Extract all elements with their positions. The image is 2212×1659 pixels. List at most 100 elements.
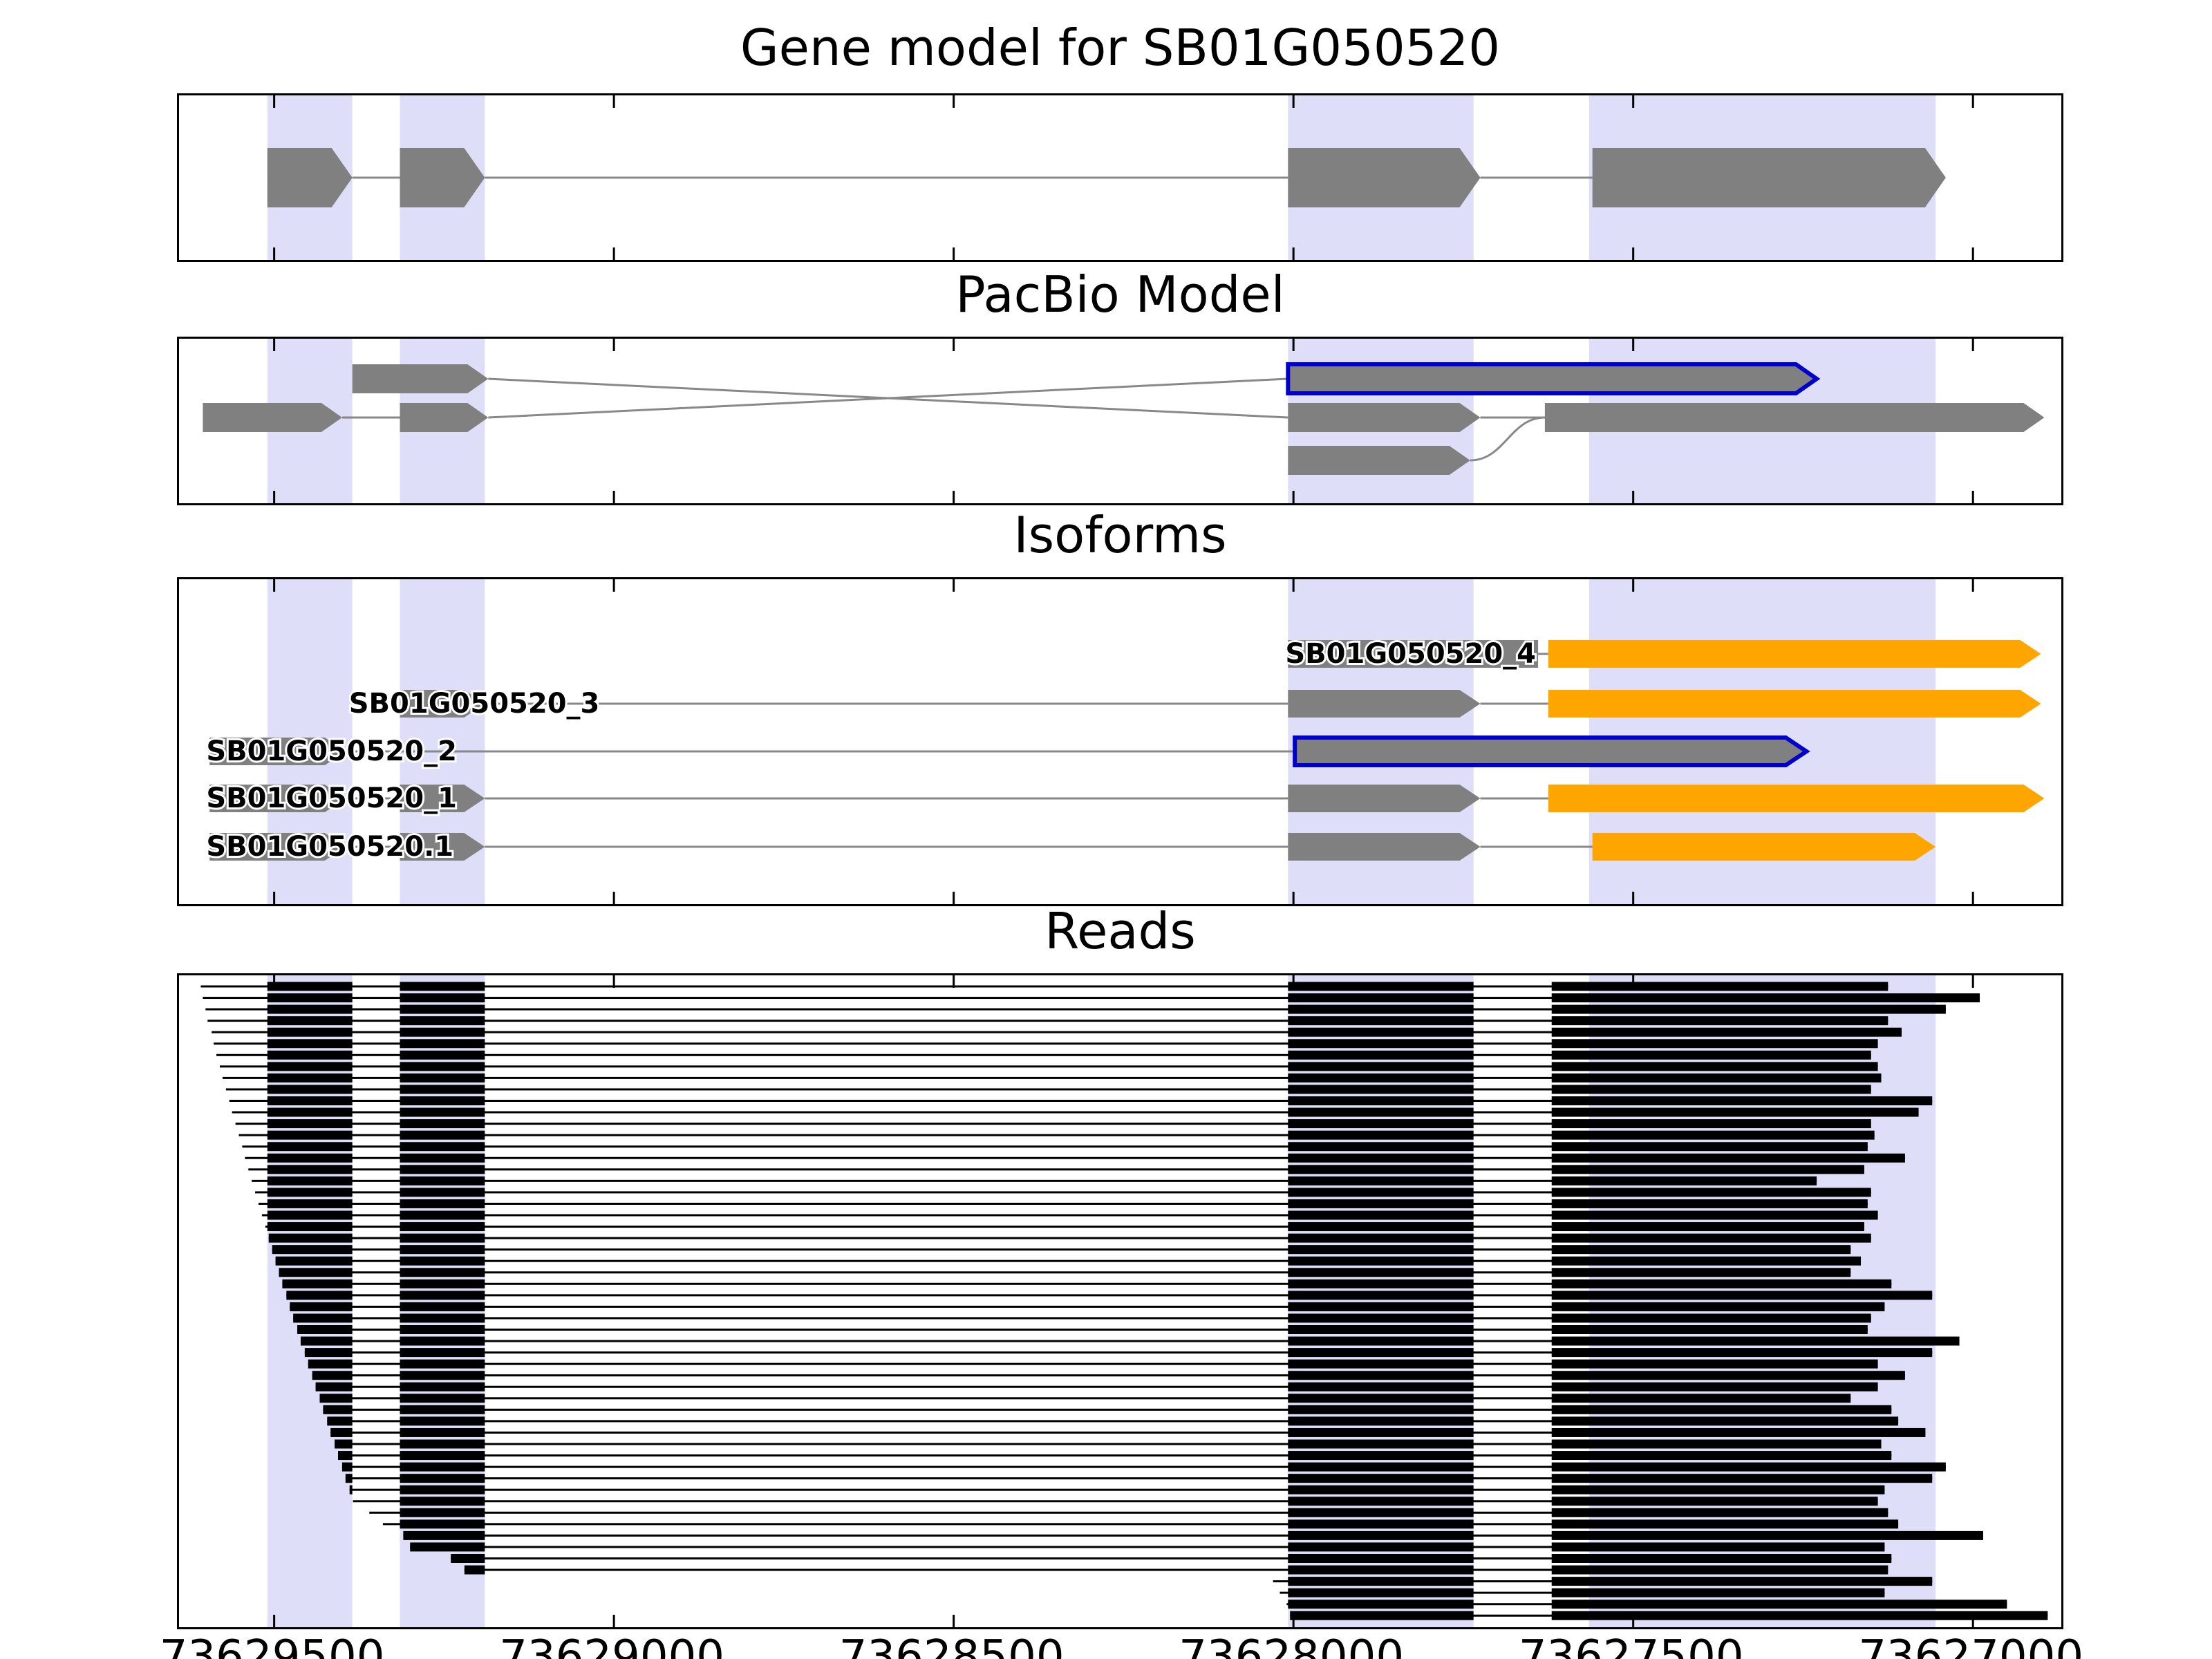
read-exon-block	[1288, 1519, 1474, 1529]
read-exon-block	[1551, 1085, 1871, 1094]
read-exon-block	[1288, 1050, 1474, 1060]
read-exon-block	[1551, 1474, 1933, 1483]
read-line	[345, 1477, 1933, 1480]
read-exon-block	[1288, 1256, 1474, 1266]
read-exon-block	[1551, 1279, 1892, 1288]
read-exon-block	[1551, 1577, 1933, 1586]
read-exon-block	[1288, 1199, 1474, 1208]
read-line	[308, 1362, 1878, 1365]
read-exon-block	[400, 1062, 485, 1071]
read-line	[382, 1523, 1899, 1526]
read-exon-block	[267, 1107, 353, 1117]
read-line	[338, 1454, 1892, 1457]
read-exon-block	[400, 1142, 485, 1152]
read-exon-block	[1551, 1497, 1878, 1506]
read-exon-block	[1551, 1588, 1885, 1597]
read-exon-block	[400, 1485, 485, 1494]
read-line	[261, 1214, 1878, 1217]
read-exon-block	[1551, 1611, 2048, 1620]
read-line	[327, 1420, 1899, 1423]
read-exon-block	[267, 1210, 353, 1220]
isoform-label: SB01G050520_3	[349, 688, 600, 720]
read-line	[219, 1065, 1878, 1068]
read-exon-block	[267, 1039, 353, 1049]
read-exon-block	[1288, 1485, 1474, 1494]
read-line	[212, 1031, 1902, 1033]
read-line	[464, 1568, 1888, 1571]
exon-arrow	[400, 833, 485, 861]
read-exon-block	[267, 1119, 353, 1129]
read-exon-block	[1288, 1130, 1474, 1140]
read-line	[304, 1351, 1933, 1354]
read-exon-block	[1551, 1050, 1871, 1060]
read-exon-block	[1288, 1427, 1474, 1437]
read-exon-block	[1288, 1176, 1474, 1185]
read-exon-block	[267, 1176, 353, 1185]
isoforms-title: Isoforms	[1013, 506, 1227, 564]
read-exon-block	[272, 1245, 353, 1255]
read-exon-block	[1288, 1313, 1474, 1323]
read-exon-block	[267, 1073, 353, 1082]
read-exon-block	[267, 993, 353, 1003]
read-exon-block	[267, 1142, 353, 1152]
read-line	[349, 1488, 1885, 1491]
read-exon-block	[1288, 1542, 1474, 1552]
read-exon-block	[400, 1085, 485, 1094]
read-exon-block	[1288, 1233, 1474, 1243]
read-exon-block	[400, 1245, 485, 1255]
read-exon-block	[1288, 1382, 1474, 1391]
read-exon-block	[1551, 1542, 1885, 1552]
read-exon-block	[400, 1073, 485, 1082]
read-exon-block	[1551, 1268, 1851, 1277]
read-line	[330, 1431, 1926, 1434]
read-exon-block	[400, 1519, 485, 1529]
read-exon-block	[1288, 1588, 1474, 1597]
read-exon-block	[400, 1004, 485, 1014]
exon-arrow	[1286, 362, 1821, 395]
read-exon-block	[1551, 1313, 1871, 1323]
read-exon-block	[400, 1107, 485, 1117]
read-exon-block	[1288, 1577, 1474, 1586]
read-exon-block	[1288, 1119, 1474, 1129]
read-exon-block	[1551, 1142, 1868, 1152]
read-exon-block	[1551, 993, 1980, 1003]
read-exon-block	[1288, 1016, 1474, 1026]
read-line	[229, 1100, 1933, 1102]
read-line	[203, 997, 1980, 1000]
read-exon-block	[268, 1233, 353, 1243]
read-exon-block	[400, 1302, 485, 1311]
read-line	[286, 1294, 1933, 1297]
read-exon-block	[1551, 1199, 1868, 1208]
read-exon-block	[1551, 1004, 1946, 1014]
read-exon-block	[400, 993, 485, 1003]
read-exon-block	[304, 1348, 353, 1358]
read-exon-block	[1551, 1176, 1817, 1185]
read-exon-block	[1551, 1222, 1864, 1232]
read-exon-block	[1551, 1565, 1888, 1575]
read-exon-block	[1288, 1462, 1474, 1472]
exon-arrow	[209, 833, 346, 861]
read-exon-block	[1551, 1600, 2007, 1609]
read-exon-block	[400, 1222, 485, 1232]
reads-title: Reads	[1044, 902, 1196, 960]
highlight-band	[400, 975, 485, 1627]
pacbio-title: PacBio Model	[955, 265, 1285, 324]
read-line	[242, 1145, 1868, 1148]
read-exon-block	[1288, 1336, 1474, 1346]
read-exon-block	[282, 1279, 353, 1288]
read-exon-block	[1288, 1222, 1474, 1232]
read-exon-block	[1288, 1394, 1474, 1403]
read-exon-block	[1551, 1359, 1878, 1369]
read-exon-block	[345, 1474, 353, 1483]
read-exon-block	[400, 1451, 485, 1461]
read-exon-block	[1288, 1107, 1474, 1117]
read-exon-block	[400, 1291, 485, 1300]
read-exon-block	[1551, 1073, 1882, 1082]
isoforms-panel: SB01G050520_4 SB01G050520_3 SB01G050520_2 S…	[177, 577, 2063, 906]
exon-arrow	[400, 690, 485, 718]
read-exon-block	[1551, 1405, 1892, 1414]
read-line	[200, 985, 1888, 988]
read-line	[282, 1282, 1892, 1285]
reads-panel	[177, 973, 2063, 1629]
read-line	[275, 1259, 1862, 1262]
